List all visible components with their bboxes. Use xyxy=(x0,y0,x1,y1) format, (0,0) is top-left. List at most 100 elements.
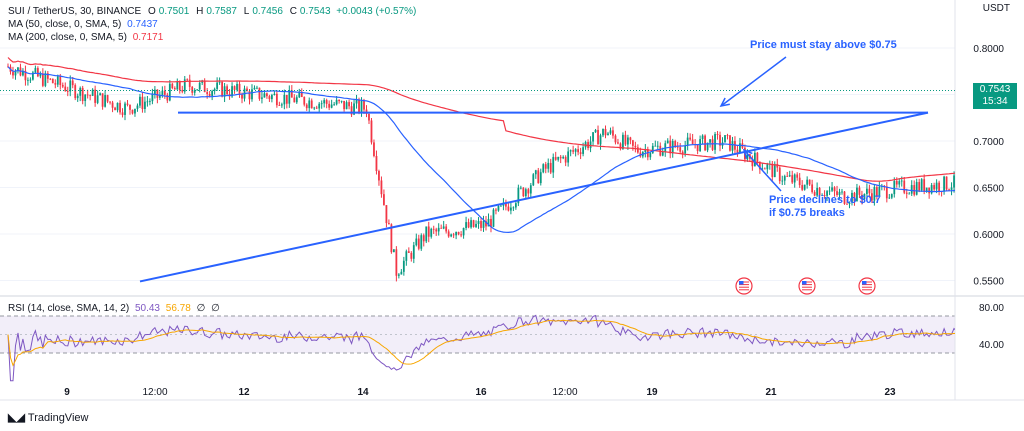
candle-body xyxy=(119,102,121,113)
candle-body xyxy=(51,78,54,84)
candle-body xyxy=(173,88,176,90)
candle-body xyxy=(213,88,216,92)
us-flag-event-icon[interactable] xyxy=(735,277,753,295)
candle-body xyxy=(452,234,455,236)
us-flag-event-icon[interactable] xyxy=(798,277,816,295)
price-tick-label: 0.6500 xyxy=(973,184,1004,195)
candle-body xyxy=(552,157,555,173)
candle-body xyxy=(542,164,545,173)
candle-body xyxy=(310,100,313,109)
candle-body xyxy=(681,151,684,154)
bar-countdown: 15:34 xyxy=(982,96,1008,107)
candle-body xyxy=(116,102,119,111)
arrow-to-resistance-head xyxy=(719,97,730,108)
candle-body xyxy=(358,99,360,113)
candle-body xyxy=(711,139,714,150)
candle-body xyxy=(360,101,363,113)
candle-body xyxy=(328,103,331,108)
candle-body xyxy=(664,143,667,152)
candle-body xyxy=(846,203,848,205)
candle-body xyxy=(475,223,477,227)
candle-body xyxy=(791,175,794,183)
candle-body xyxy=(24,70,27,81)
candle-body xyxy=(841,191,843,193)
candle-body xyxy=(816,187,819,196)
arrow-to-support-head xyxy=(742,148,753,159)
ma50-legend[interactable]: MA (50, close, 0, SMA, 5) 0.7437 xyxy=(8,19,158,30)
candle-body xyxy=(890,194,893,198)
event-flags xyxy=(735,277,876,295)
ma200-legend[interactable]: MA (200, close, 0, SMA, 5) 0.7171 xyxy=(8,32,163,43)
candle-body xyxy=(567,151,570,163)
support-trendline xyxy=(139,111,929,283)
candle-body xyxy=(397,274,400,276)
candle-body xyxy=(248,91,251,100)
candle-body xyxy=(353,103,355,115)
candle-body xyxy=(442,226,445,229)
time-tick-label: 12:00 xyxy=(142,387,167,398)
candle-body xyxy=(124,103,126,115)
candle-body xyxy=(129,104,131,110)
time-tick-label: 9 xyxy=(64,387,70,398)
candle-body xyxy=(335,99,338,105)
candle-body xyxy=(373,142,375,156)
candle-body xyxy=(64,86,67,92)
candle-body xyxy=(920,179,923,191)
candle-body xyxy=(597,129,599,145)
candle-body xyxy=(746,154,749,160)
candle-body xyxy=(402,260,405,272)
candle-body xyxy=(622,134,624,149)
candle-body xyxy=(913,185,916,195)
symbol-legend[interactable]: SUI / TetherUS, 30, BINANCE O 0.7501 H 0.7… xyxy=(8,6,416,17)
candle-body xyxy=(106,95,109,102)
tradingview-logo[interactable]: ◣◢ TradingView xyxy=(8,412,89,424)
candle-body xyxy=(938,182,941,192)
candle-body xyxy=(22,70,24,76)
candle-body xyxy=(41,73,44,86)
candle-body xyxy=(256,87,258,89)
candle-body xyxy=(114,107,116,111)
candle-body xyxy=(480,221,482,228)
candle-body xyxy=(221,81,224,97)
candle-body xyxy=(415,238,418,246)
candle-body xyxy=(534,170,537,175)
candle-body xyxy=(801,185,804,190)
candle-body xyxy=(1010,186,1012,202)
candle-body xyxy=(619,143,622,149)
candle-body xyxy=(953,175,955,188)
candle-body xyxy=(111,102,114,108)
candle-body xyxy=(604,128,607,136)
candle-body xyxy=(166,94,169,101)
candle-body xyxy=(930,185,933,194)
candle-body xyxy=(836,191,838,196)
candle-body xyxy=(878,186,881,196)
us-flag-event-icon[interactable] xyxy=(858,277,876,295)
candle-body xyxy=(900,180,903,182)
candle-body xyxy=(485,220,487,227)
candle-body xyxy=(602,128,604,136)
candle-body xyxy=(455,232,458,236)
candle-body xyxy=(612,130,614,136)
candle-body xyxy=(99,93,102,96)
currency-label[interactable]: USDT xyxy=(982,3,1010,14)
candle-body xyxy=(407,251,410,253)
rsi-ma-value: 56.78 xyxy=(165,303,191,314)
candle-body xyxy=(44,73,47,86)
candle-body xyxy=(592,132,594,142)
candle-body xyxy=(298,92,301,98)
candle-body xyxy=(634,145,637,148)
candle-body xyxy=(607,133,609,136)
candle-body xyxy=(505,202,507,207)
time-tick-label: 23 xyxy=(884,387,896,398)
candle-body xyxy=(131,109,134,114)
candle-body xyxy=(684,145,687,154)
candle-body xyxy=(522,187,525,197)
candle-body xyxy=(654,145,657,147)
candle-body xyxy=(945,176,948,190)
rsi-legend[interactable]: RSI (14, close, SMA, 14, 2) 50.43 56.78 … xyxy=(8,303,220,314)
symbol-title[interactable]: SUI / TetherUS, 30, BINANCE xyxy=(8,6,142,17)
ma50-label: MA (50, close, 0, SMA, 5) xyxy=(8,19,122,30)
candle-body xyxy=(211,91,214,96)
candle-body xyxy=(375,155,378,172)
